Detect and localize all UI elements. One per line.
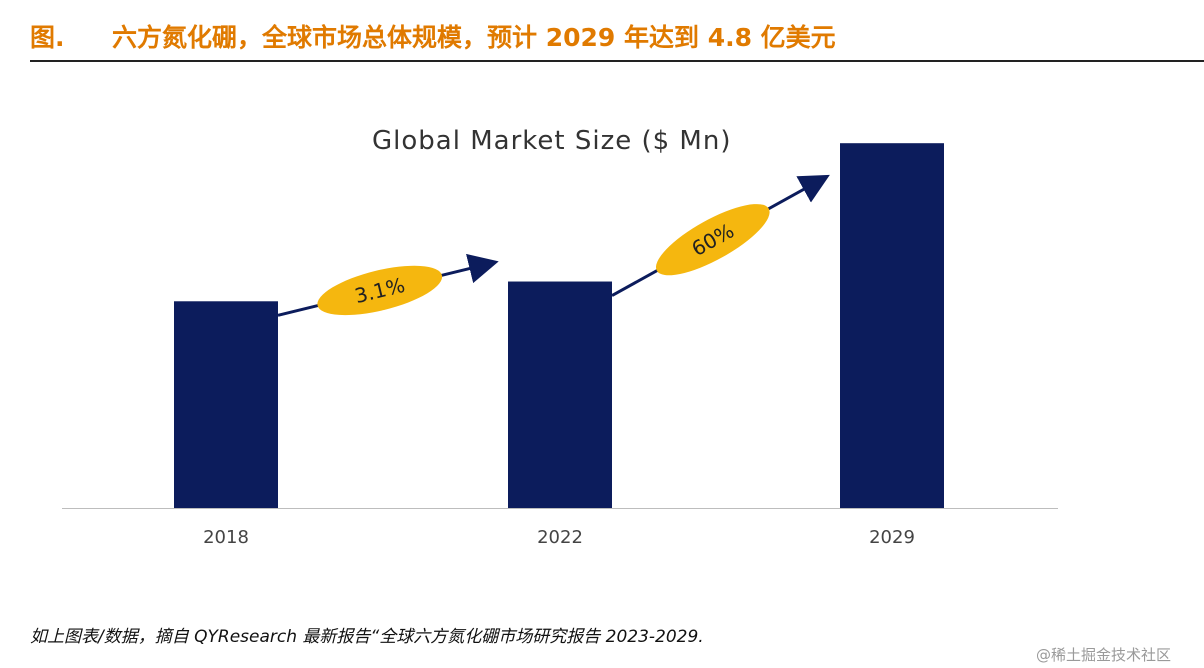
source-footnote: 如上图表/数据，摘自 QYResearch 最新报告“全球六方氮化硼市场研究报告… (30, 627, 704, 647)
figure-label: 图. (30, 23, 65, 52)
growth-badge-2 (655, 204, 770, 276)
chart-title: Global Market Size ($ Mn) (372, 126, 732, 156)
growth-badge-1 (317, 265, 443, 316)
bar-2022 (508, 281, 612, 508)
x-tick-label-2022: 2022 (537, 527, 583, 548)
x-tick-label-2018: 2018 (203, 527, 249, 548)
figure-title: 六方氮化硼，全球市场总体规模，预计 2029 年达到 4.8 亿美元 (112, 23, 836, 52)
bar-2018 (174, 301, 278, 508)
watermark: @稀土掘金技术社区 (1036, 646, 1172, 664)
x-tick-label-2029: 2029 (869, 527, 915, 548)
header: 图. 六方氮化硼，全球市场总体规模，预计 2029 年达到 4.8 亿美元 (0, 0, 1204, 62)
header-divider (30, 60, 1204, 62)
bar-2029 (840, 143, 944, 508)
